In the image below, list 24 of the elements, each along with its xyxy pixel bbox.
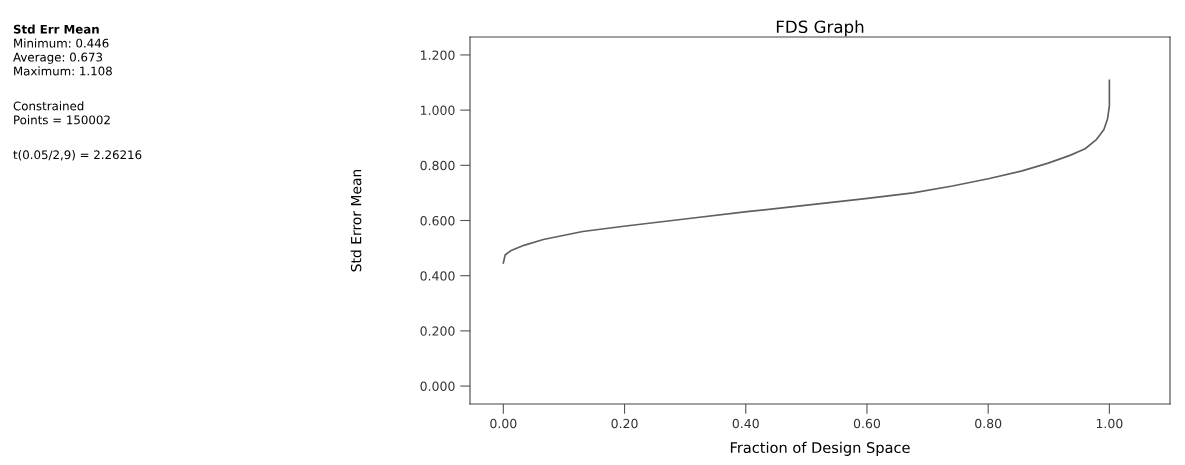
- x-tick-label: 1.00: [1096, 418, 1123, 429]
- x-tick-label: 0.00: [490, 418, 517, 429]
- text: Points = 150002: [14, 115, 110, 125]
- text: t(0.05/2,9) = 2.26216: [13, 150, 142, 161]
- y-tick-label: 0.800: [420, 160, 455, 171]
- text: Average: 0.673: [13, 52, 103, 64]
- text: Maximum: 1.108: [14, 66, 112, 76]
- chart-title: FDS Graph: [776, 20, 864, 37]
- x-tick-label: 0.60: [853, 418, 881, 429]
- y-tick-label: 0.600: [420, 215, 455, 226]
- x-tick-label: 0.40: [732, 418, 759, 429]
- text: Constrained: [13, 101, 84, 111]
- y-axis-title: Std Error Mean: [350, 169, 362, 272]
- y-tick-label: 0.000: [420, 381, 455, 391]
- text: Minimum: 0.446: [14, 38, 109, 48]
- line-series: [502, 79, 1111, 264]
- y-tick-label: 1.200: [421, 50, 455, 60]
- y-tick-label: 1.000: [421, 105, 455, 116]
- y-tick-label: 0.200: [420, 326, 455, 336]
- x-axis-title: Fraction of Design Space: [730, 441, 910, 456]
- text: Std Err Mean: [13, 24, 99, 34]
- x-tick-label: 0.20: [611, 418, 638, 429]
- y-tick-label: 0.400: [420, 271, 455, 281]
- x-tick-label: 0.80: [975, 418, 1002, 429]
